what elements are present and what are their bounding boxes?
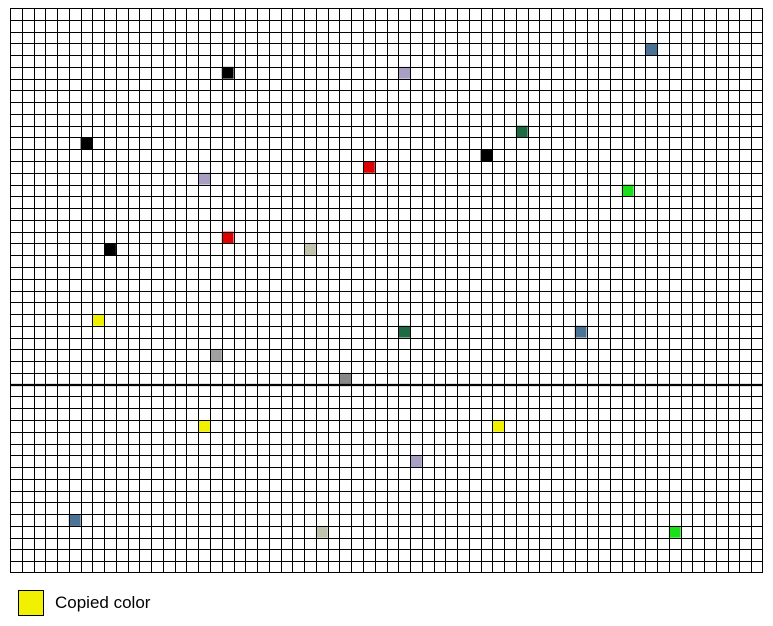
color-grid-board[interactable] <box>10 8 763 573</box>
colored-cell[interactable] <box>80 137 93 150</box>
colored-cell[interactable] <box>362 161 375 173</box>
colored-cell[interactable] <box>304 243 316 256</box>
legend-label: Copied color <box>55 593 151 612</box>
colored-cell[interactable] <box>339 372 352 385</box>
grid-lines <box>10 8 763 573</box>
colored-cell[interactable] <box>398 66 411 79</box>
colored-cell[interactable] <box>210 349 222 362</box>
colored-cell[interactable] <box>221 231 234 244</box>
colored-cell[interactable] <box>492 419 505 432</box>
colored-cell[interactable] <box>198 172 211 185</box>
colored-cell[interactable] <box>645 43 658 56</box>
colored-cell[interactable] <box>410 455 422 468</box>
colored-cell[interactable] <box>198 419 211 432</box>
colored-cell[interactable] <box>480 149 493 162</box>
colored-cell[interactable] <box>621 184 634 197</box>
colored-cell[interactable] <box>68 514 81 526</box>
copied-color-swatch <box>18 590 44 616</box>
color-grid[interactable] <box>10 8 763 573</box>
colored-cell[interactable] <box>574 325 587 338</box>
colored-cell[interactable] <box>668 525 681 538</box>
grid-background <box>10 8 763 573</box>
colored-cell[interactable] <box>221 66 234 79</box>
colored-cell[interactable] <box>104 243 116 256</box>
legend: Copied color <box>18 588 150 618</box>
colored-cell[interactable] <box>92 314 105 326</box>
colored-cell[interactable] <box>315 525 328 538</box>
colored-cell[interactable] <box>398 325 411 338</box>
colored-cell[interactable] <box>515 125 528 138</box>
